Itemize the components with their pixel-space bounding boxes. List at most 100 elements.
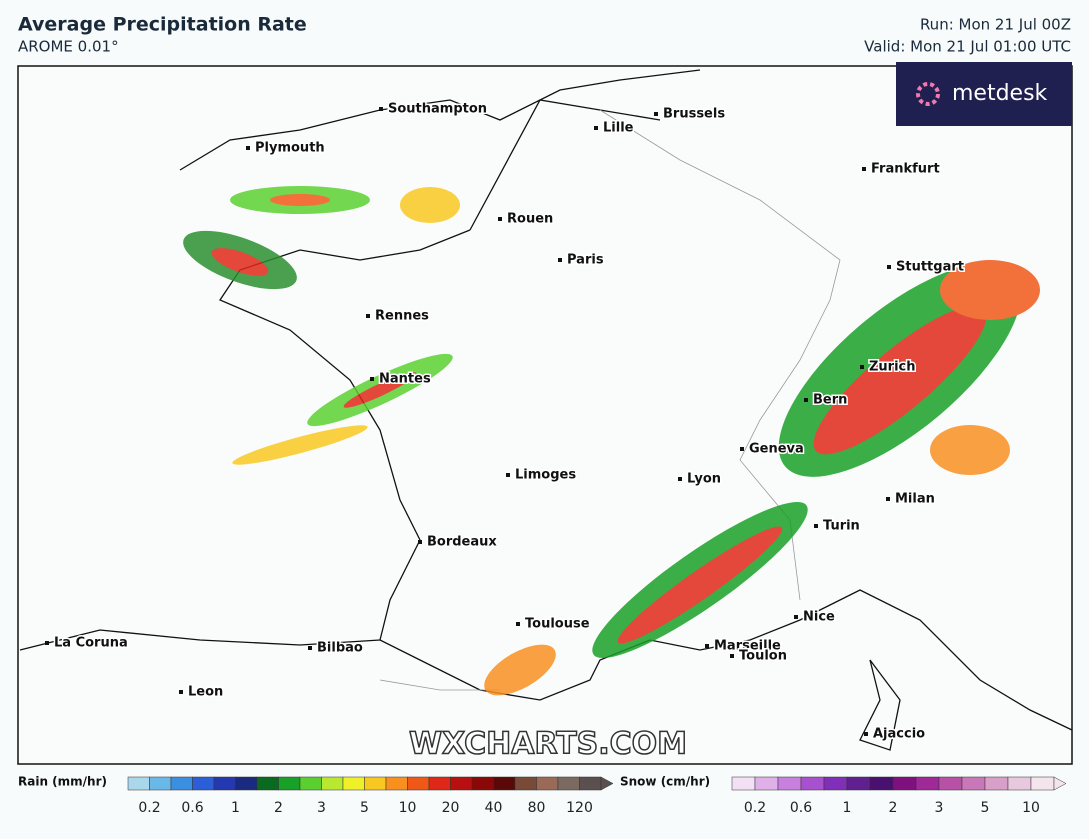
rain-arrow [600,776,614,791]
snow-swatch [938,776,963,791]
city-marker [370,377,374,381]
snow-tick-label: 10 [1022,800,1040,816]
city-label: Frankfurt [871,162,940,177]
corsica [859,659,901,751]
border-pyrenees [379,679,500,691]
rain-swatch [321,776,344,791]
city-marker [740,447,744,451]
city-label: Rouen [507,212,553,227]
snow-arrow [1053,776,1067,791]
rain-area [232,425,368,465]
city-marker [558,258,562,262]
city-label: Nice [803,610,835,625]
city-marker [506,473,510,477]
snow-tick-label: 1 [843,800,852,816]
rain-swatch [471,776,494,791]
subtitle: AROME 0.01° [18,38,119,56]
rain-swatch [385,776,408,791]
map: Southampton Plymouth Lille Brussels Frankfur… [17,65,1073,765]
logo-icon [916,82,940,106]
snow-swatch [754,776,779,791]
city-marker [45,641,49,645]
rain-swatch [364,776,387,791]
rain-swatch [299,776,322,791]
city-marker [678,477,682,481]
city-marker [864,732,868,736]
rain-swatch [557,776,580,791]
city-label: Plymouth [255,141,325,156]
rain-swatch [256,776,279,791]
city-label: Ajaccio [873,727,925,742]
rain-swatch [450,776,473,791]
city-marker [794,615,798,619]
rain-area [484,644,556,696]
rain-area [617,526,783,644]
city-marker [418,540,422,544]
city-label: Milan [895,492,935,507]
snow-swatch [892,776,917,791]
snow-swatch [869,776,894,791]
city-label: Nantes [379,372,431,387]
city-marker [246,146,250,150]
rain-swatch [127,776,150,791]
city-marker [654,112,658,116]
city-marker [814,524,818,528]
rain-swatch [407,776,430,791]
coast-spain [19,629,381,651]
city-label: Bilbao [317,641,363,656]
watermark: WXCHARTS.COM [409,727,687,762]
city-labels: Southampton Plymouth Lille Brussels Frankfur… [45,100,965,743]
borders [379,109,841,691]
city-marker [886,497,890,501]
city-label: La Coruna [54,636,128,651]
city-label: Bern [813,393,847,408]
rain-tick-label: 10 [399,800,417,816]
city-marker [379,107,383,111]
snow-tick-label: 0.2 [744,800,766,816]
snow-swatch [777,776,802,791]
rain-swatch [170,776,193,791]
rain-swatch [579,776,602,791]
snow-legend-label: Snow (cm/hr) [620,775,710,789]
city-marker [862,167,866,171]
snow-swatch [961,776,986,791]
city-marker [498,217,502,221]
city-label: Bordeaux [427,535,497,550]
snow-swatch [915,776,940,791]
city-label: Marseille [714,639,781,654]
snow-tick-label: 5 [981,800,990,816]
rain-tick-label: 5 [360,800,369,816]
rain-tick-label: 0.2 [138,800,160,816]
snow-swatch [1007,776,1032,791]
rain-tick-label: 3 [317,800,326,816]
rain-swatch [278,776,301,791]
snow-swatch [846,776,871,791]
rain-swatch [536,776,559,791]
city-marker [705,644,709,648]
rain-swatch [428,776,451,791]
rain-legend-label: Rain (mm/hr) [18,775,107,789]
logo-text: metdesk [952,81,1048,106]
rain-area [930,425,1010,475]
rain-area [211,248,269,276]
city-marker [179,690,183,694]
city-label: Toulouse [525,617,590,632]
rain-tick-label: 80 [528,800,546,816]
snow-swatch [800,776,825,791]
snow-swatch [731,776,756,791]
rain-swatch [149,776,172,791]
logo-box: metdesk [896,62,1072,126]
valid-time: Valid: Mon 21 Jul 01:00 UTC [864,38,1071,56]
coast-england [179,69,701,171]
city-marker [860,365,864,369]
coast-south [379,589,1073,731]
precipitation [183,186,1040,696]
snow-tick-label: 3 [935,800,944,816]
rain-tick-label: 120 [566,800,593,816]
city-marker [804,398,808,402]
city-label: Paris [567,253,604,268]
run-time: Run: Mon 21 Jul 00Z [920,16,1071,34]
rain-area [270,194,330,206]
logo-background [896,62,1072,126]
